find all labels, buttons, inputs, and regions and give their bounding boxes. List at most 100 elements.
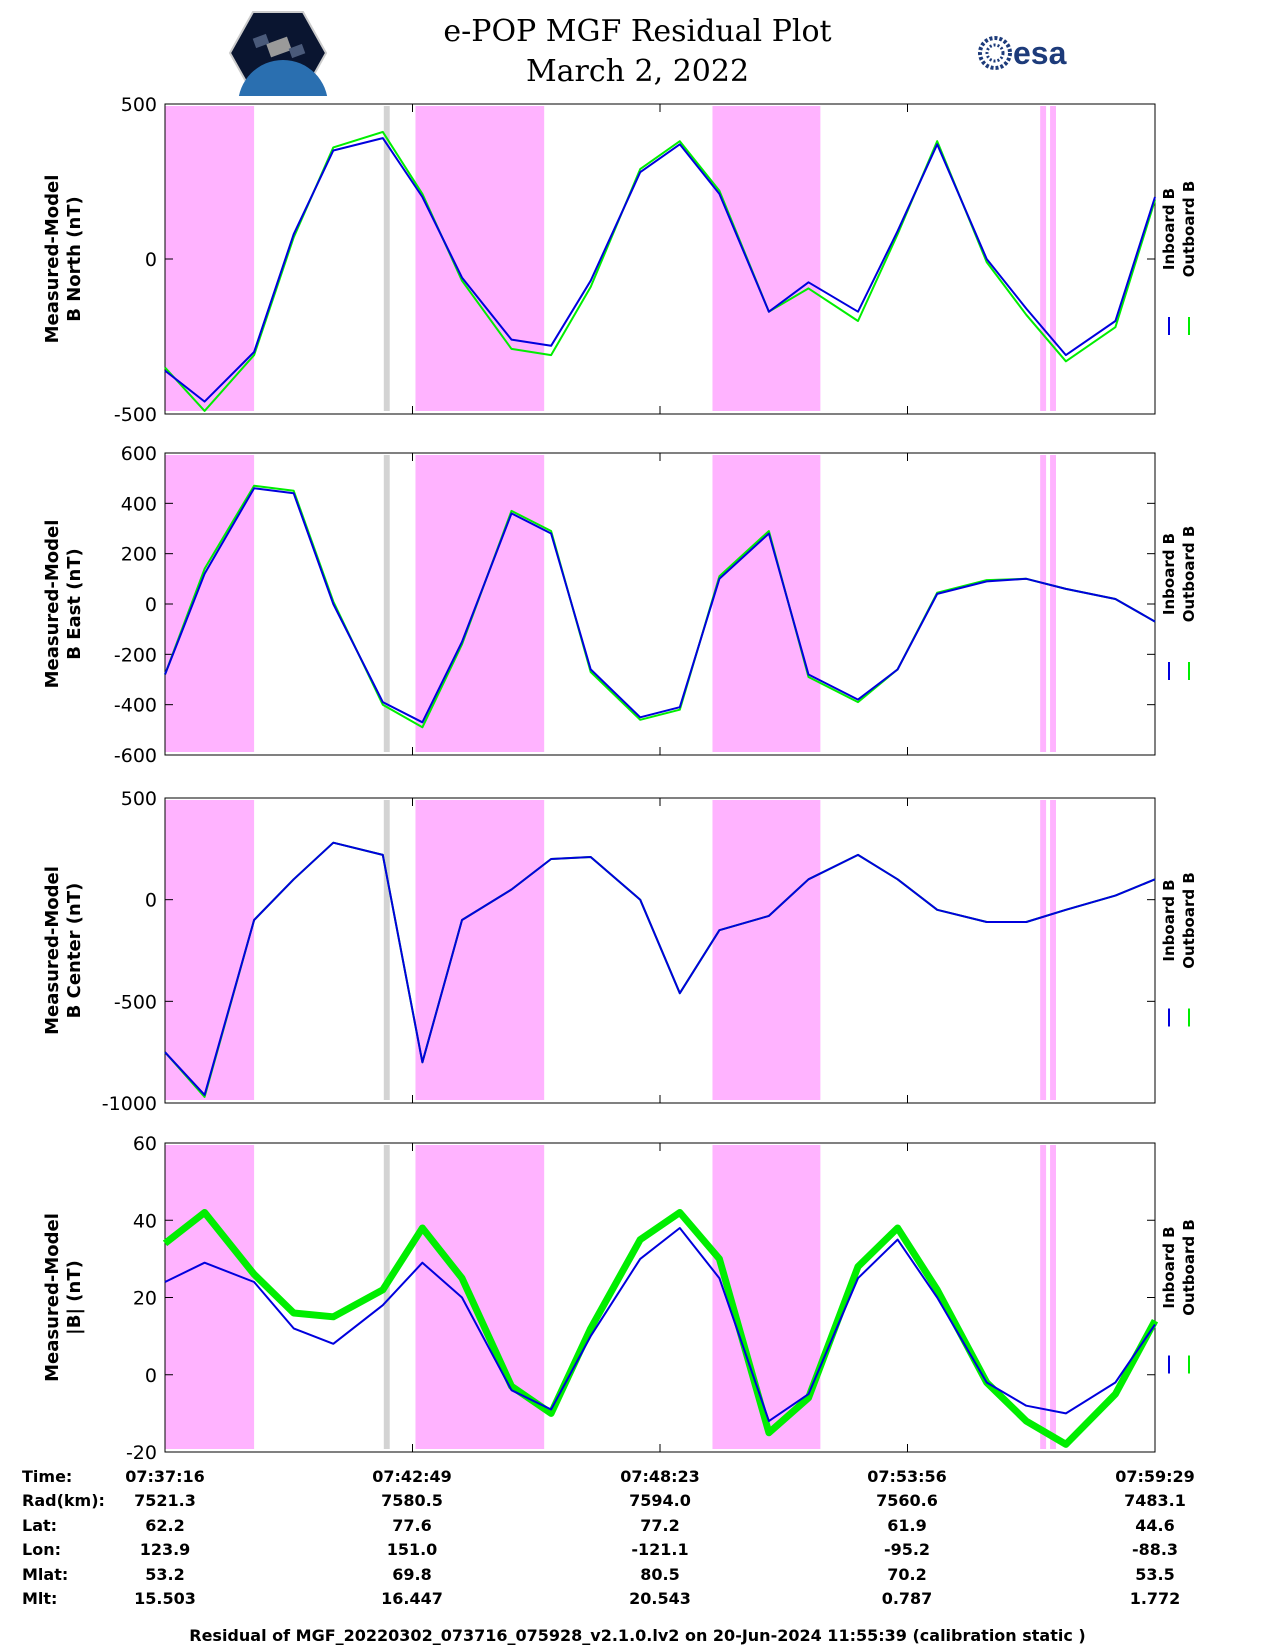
legend-label: Inboard B xyxy=(1160,533,1178,615)
shaded-region xyxy=(165,455,255,752)
shaded-region xyxy=(1040,106,1047,411)
y-tick-label: -200 xyxy=(114,644,157,666)
shaded-region xyxy=(1050,1145,1056,1449)
table-cell: 1.772 xyxy=(1130,1589,1181,1608)
y-tick-label: -600 xyxy=(114,745,157,767)
panel-1: -500 0 500 Measured-Model B North (nT) Inboar… xyxy=(42,94,1198,426)
shaded-region xyxy=(1050,455,1056,752)
y-axis-label: B East (nT) xyxy=(64,548,85,660)
y-tick-label: 20 xyxy=(133,1288,157,1310)
inboard-series-line xyxy=(164,137,1156,403)
table-cell: 53.5 xyxy=(1135,1565,1174,1584)
table-cell: 7521.3 xyxy=(134,1491,196,1510)
table-cell: 62.2 xyxy=(145,1516,184,1535)
y-axis-label: Measured-Model xyxy=(42,1213,63,1382)
y-axis-label: Measured-Model xyxy=(42,866,63,1035)
y-tick-label: -500 xyxy=(114,404,157,426)
y-tick-label: 40 xyxy=(133,1210,157,1232)
table-cell: 7483.1 xyxy=(1124,1491,1186,1510)
table-cell: 0.787 xyxy=(882,1589,933,1608)
table-cell: 61.9 xyxy=(887,1516,926,1535)
inboard-series-line xyxy=(164,487,1156,724)
table-cell: 123.9 xyxy=(140,1540,191,1559)
table-cell: 69.8 xyxy=(392,1565,431,1584)
chart-title: e-POP MGF Residual Plot xyxy=(443,14,832,49)
gray-region xyxy=(383,106,390,411)
chart-date: March 2, 2022 xyxy=(525,54,750,89)
y-tick-label: -500 xyxy=(114,991,157,1013)
shaded-region xyxy=(712,455,821,752)
legend-label: Inboard B xyxy=(1160,188,1178,270)
y-tick-label: 500 xyxy=(121,788,157,810)
table-row-label: Rad(km): xyxy=(22,1491,105,1510)
legend-label: Inboard B xyxy=(1160,879,1178,961)
legend-label: Outboard B xyxy=(1180,872,1198,969)
shaded-region xyxy=(415,1145,545,1449)
shaded-region xyxy=(165,800,255,1100)
plot-frame xyxy=(164,103,1156,415)
legend-label: Outboard B xyxy=(1180,526,1198,623)
y-axis-label: B North (nT) xyxy=(64,196,85,322)
shaded-region xyxy=(165,106,255,411)
y-tick-label: 200 xyxy=(121,544,157,566)
y-tick-label: -1000 xyxy=(102,1093,157,1115)
shaded-region xyxy=(415,106,545,411)
table-cell: 44.6 xyxy=(1135,1516,1174,1535)
outboard-series-line xyxy=(164,130,1156,412)
table-cell: 70.2 xyxy=(887,1565,926,1584)
shaded-region xyxy=(712,800,821,1100)
y-tick-label: -400 xyxy=(114,695,157,717)
table-cell: 07:37:16 xyxy=(125,1467,205,1486)
shaded-region xyxy=(1050,800,1056,1100)
legend-label: Inboard B xyxy=(1160,1226,1178,1308)
outboard-series-line xyxy=(162,1209,1159,1448)
table-cell: 15.503 xyxy=(134,1589,196,1608)
shaded-region xyxy=(1040,455,1047,752)
table-cell: 07:53:56 xyxy=(867,1467,947,1486)
gray-region xyxy=(383,455,390,752)
shaded-region xyxy=(165,1145,255,1449)
footer-caption: Residual of MGF_20220302_073716_075928_v… xyxy=(189,1626,1086,1645)
plot-frame xyxy=(164,452,1156,756)
outboard-series-line xyxy=(164,484,1156,729)
table-row-label: Lon: xyxy=(22,1540,61,1559)
cassiope-logo xyxy=(228,11,328,96)
table-cell: 53.2 xyxy=(145,1565,184,1584)
table-cell: 7594.0 xyxy=(629,1491,691,1510)
table-cell: 07:42:49 xyxy=(372,1467,452,1486)
y-tick-label: 0 xyxy=(145,890,157,912)
table-row-label: Mlt: xyxy=(22,1589,57,1608)
y-tick-label: 0 xyxy=(145,1365,157,1387)
y-tick-label: 500 xyxy=(121,94,157,116)
table-cell: 07:59:29 xyxy=(1115,1467,1195,1486)
table-cell: 77.6 xyxy=(392,1516,431,1535)
table-cell: 16.447 xyxy=(381,1589,443,1608)
panel-3: -1000 -500 0 500 Measured-Model B Center (nT)… xyxy=(42,788,1198,1115)
shaded-region xyxy=(712,106,821,411)
panel-2: -600 -400 -200 0 200 400 600 Measured-Model B Ea… xyxy=(42,443,1198,767)
y-axis-label: |B| (nT) xyxy=(64,1260,85,1335)
y-axis-label: Measured-Model xyxy=(42,175,63,344)
inboard-series-line xyxy=(164,1227,1156,1423)
table-cell: 77.2 xyxy=(640,1516,679,1535)
esa-wordmark: esa xyxy=(1013,35,1067,71)
table-cell: 7560.6 xyxy=(876,1491,938,1510)
shaded-region xyxy=(1040,1145,1047,1449)
y-tick-label: 400 xyxy=(121,493,157,515)
table-cell: -88.3 xyxy=(1132,1540,1178,1559)
y-axis-label: B Center (nT) xyxy=(64,883,85,1019)
table-cell: 80.5 xyxy=(640,1565,679,1584)
shaded-region xyxy=(415,455,545,752)
table-cell: 7580.5 xyxy=(381,1491,443,1510)
legend-label: Outboard B xyxy=(1180,181,1198,278)
y-tick-label: 60 xyxy=(133,1133,157,1155)
legend-label: Outboard B xyxy=(1180,1219,1198,1316)
table-cell: 07:48:23 xyxy=(620,1467,700,1486)
panel-4: -20 0 20 40 60 Measured-Model |B| (nT) Inboard … xyxy=(42,1133,1198,1464)
y-tick-label: -20 xyxy=(126,1442,157,1464)
outboard-series-line xyxy=(164,841,1156,1098)
table-row-label: Time: xyxy=(22,1467,72,1486)
shaded-region xyxy=(415,800,545,1100)
table-cell: 151.0 xyxy=(387,1540,438,1559)
